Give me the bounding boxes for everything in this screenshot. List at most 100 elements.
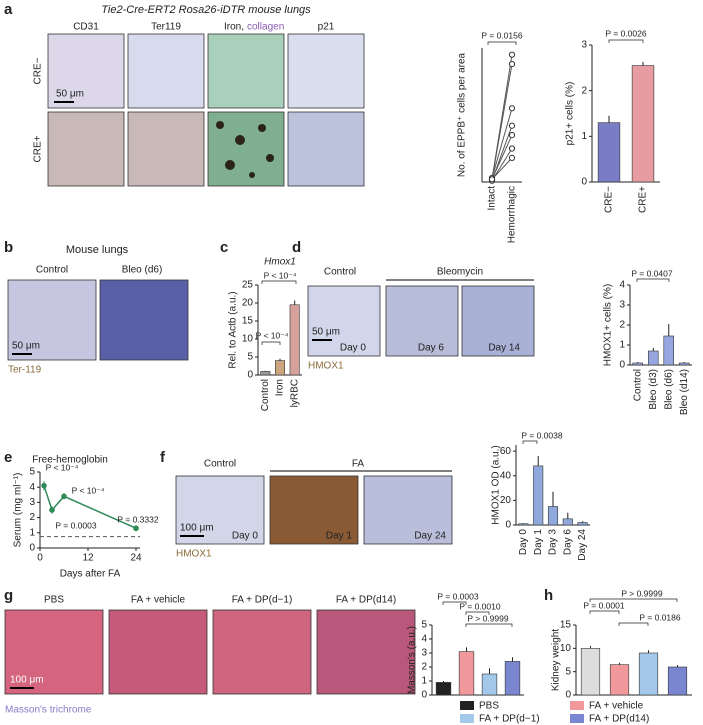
column-label: FA [352,459,365,470]
pair-line [491,134,513,180]
y-tick-label: 2 [29,512,35,523]
day-label: Day 0 [232,531,259,542]
scale-bar-label: 100 μm [180,523,214,534]
y-tick-label: 15 [560,620,572,631]
y-tick-label: 5 [29,467,35,478]
row-label: CRE+ [33,135,44,162]
y-tick-label: 1 [29,527,35,538]
column-label: Control [36,265,68,276]
y-tick-label: 4 [619,280,625,291]
y-axis-label: HMOX1 OD (a.u.) [491,445,502,524]
bracket [522,440,538,444]
bracket [487,41,517,45]
y-tick-label: 0 [581,177,587,188]
y-tick-label: 0 [619,360,625,371]
day-label: Day 0 [340,343,367,354]
micrograph [4,609,104,695]
micrograph [212,609,312,695]
y-tick-label: 0 [421,690,427,701]
bracket [589,598,678,602]
p-value: P > 0.9999 [621,588,662,598]
bracket [465,611,490,615]
legend-swatch [570,701,584,710]
y-tick-label: 4 [421,634,427,645]
bar [504,661,521,696]
pair-line [491,108,513,179]
micrograph [99,279,189,361]
p-value: P > 0.9999 [467,613,508,623]
x-axis-label: Days after FA [60,569,121,580]
legend-label: PBS [479,701,499,712]
x-tick-label: Intact [487,186,498,211]
day-label: Day 1 [326,531,353,542]
y-tick-label: 20 [500,495,512,506]
point [133,525,139,532]
bar [275,360,285,376]
micrograph [287,111,365,187]
bracket [465,623,513,627]
column-label: Iron, [224,22,244,33]
legend-swatch [460,714,474,723]
y-axis-label: HMOX1+ cells (%) [603,284,614,367]
pair-line [491,63,513,180]
bar [577,522,588,526]
chart-title: Free-hemoglobin [32,455,108,466]
p-value: P = 0.0003 [437,591,478,601]
panel-letter: a [4,1,13,18]
micrograph [175,475,265,545]
legend-swatch [460,701,474,710]
bracket [589,610,620,614]
column-label: CD31 [73,22,99,33]
legend-swatch [570,714,584,723]
y-axis-label: Rel. to Actb (a.u.) [228,291,239,368]
bar [458,651,475,696]
p-value: P < 10⁻⁴ [46,462,79,472]
y-tick-label: 0 [565,690,571,701]
y-tick-label: 0 [505,520,511,531]
micrograph [307,285,381,357]
x-tick-label: 24 [130,553,142,564]
y-tick-label: 2 [619,320,625,331]
column-label: FA + DP(d14) [336,595,396,606]
scale-bar-label: 50 μm [56,89,84,100]
micrograph [108,609,208,695]
y-tick-label: 10 [242,334,254,345]
y-tick-label: 3 [581,40,587,51]
x-tick-label: Day 6 [562,529,573,556]
panel-letter: d [292,239,301,256]
bar [547,506,559,526]
x-tick-label: Bleo (d14) [679,369,690,415]
bar [533,465,544,526]
point [61,493,67,500]
stain-label: Ter-119 [8,365,42,376]
x-tick-label: CRE+ [638,186,649,213]
x-tick-label: Day 24 [577,529,588,561]
day-label: Day 6 [418,343,445,354]
p-value: P = 0.0156 [481,30,522,40]
point [508,51,516,58]
bar [518,523,529,526]
column-label: Ter119 [151,22,181,33]
y-tick-label: 2 [421,662,427,673]
bar [289,304,300,376]
p-value: P < 10⁻⁴ [72,485,105,495]
bracket [636,278,670,282]
panel-letter: c [220,239,228,256]
bracket [261,280,297,284]
column-label: collagen [247,22,284,33]
point [508,105,516,112]
bar [632,362,644,366]
y-tick-label: 10 [560,643,572,654]
panel-title: Mouse lungs [66,244,129,256]
y-tick-label: 60 [500,446,512,457]
column-label: p21 [318,22,335,33]
column-label: Control [204,459,236,470]
micrograph [47,33,125,109]
x-tick-label: Day 1 [533,529,544,556]
panel-letter: h [544,587,553,604]
bar [580,648,601,696]
x-tick-label: Control [260,379,271,411]
bar [667,666,688,696]
bar [631,65,655,183]
p-value: P = 0.3332 [117,514,158,524]
